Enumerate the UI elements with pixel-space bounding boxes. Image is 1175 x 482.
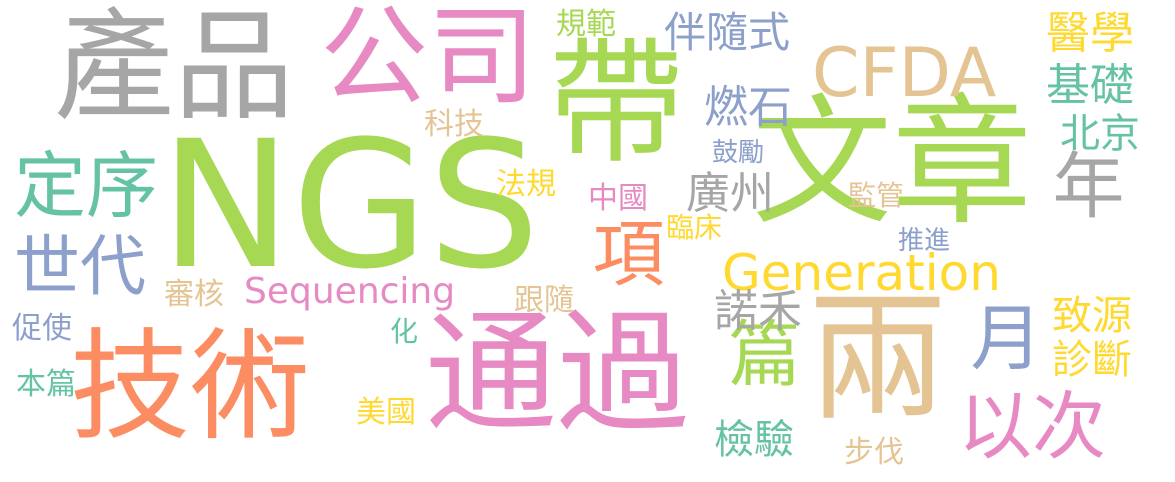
word-yixue: 醫學 <box>1046 8 1134 59</box>
word-dingxu: 定序 <box>14 144 159 228</box>
word-tuijin: 推進 <box>898 226 951 256</box>
word-beijing: 北京 <box>1060 111 1140 157</box>
word-ngs: NGS <box>160 103 540 308</box>
word-jianguan: 監管 <box>848 179 905 212</box>
word-linchuang: 臨床 <box>666 211 723 244</box>
word-keji: 科技 <box>424 107 484 142</box>
word-nian: 年 <box>1040 148 1124 220</box>
word-jichu: 基礎 <box>1046 60 1134 111</box>
word-yue: 月 <box>958 300 1042 372</box>
word-ranshi: 燃石 <box>704 82 792 133</box>
word-cfda: CFDA <box>812 34 997 113</box>
word-jishu: 技術 <box>70 318 310 457</box>
word-guifan: 規範 <box>556 7 616 42</box>
word-gensui: 跟隨 <box>514 283 574 318</box>
word-shenhe: 審核 <box>164 277 224 312</box>
word-cushi: 促使 <box>12 311 72 346</box>
word-zhongguo: 中國 <box>588 181 648 216</box>
word-pian: 篇 <box>716 316 800 388</box>
word-zhenduan: 診斷 <box>1052 337 1132 383</box>
word-meiguo: 美國 <box>356 395 416 430</box>
word-wenzhang: 文章 <box>752 82 1033 245</box>
word-dai: 帶 <box>548 25 684 183</box>
word-guli: 鼓勵 <box>712 138 765 168</box>
word-nuohe: 諾禾 <box>714 286 802 337</box>
word-xiang: 項 <box>580 216 664 288</box>
word-jianyan: 檢驗 <box>714 417 794 463</box>
word-chanpin: 產品 <box>54 0 294 137</box>
word-tongguo: 通過 <box>425 297 689 451</box>
word-guangzhou: 廣州 <box>686 168 774 219</box>
word-shidai: 世代 <box>14 228 146 305</box>
word-gongsi: 公司 <box>320 0 537 120</box>
word-benpian: 本篇 <box>16 367 76 402</box>
word-zhiyuan: 致源 <box>1052 293 1132 339</box>
word-liang: 兩 <box>808 278 949 441</box>
word-bansuishi: 伴隨式 <box>664 8 791 57</box>
word-bufa: 步伐 <box>844 435 904 470</box>
word-fagui: 法規 <box>496 167 556 202</box>
word-generation: Generation <box>722 244 1001 302</box>
word-hua: 化 <box>390 315 419 348</box>
word-yici: 以次 <box>958 384 1106 470</box>
word-sequencing: Sequencing <box>244 271 456 312</box>
